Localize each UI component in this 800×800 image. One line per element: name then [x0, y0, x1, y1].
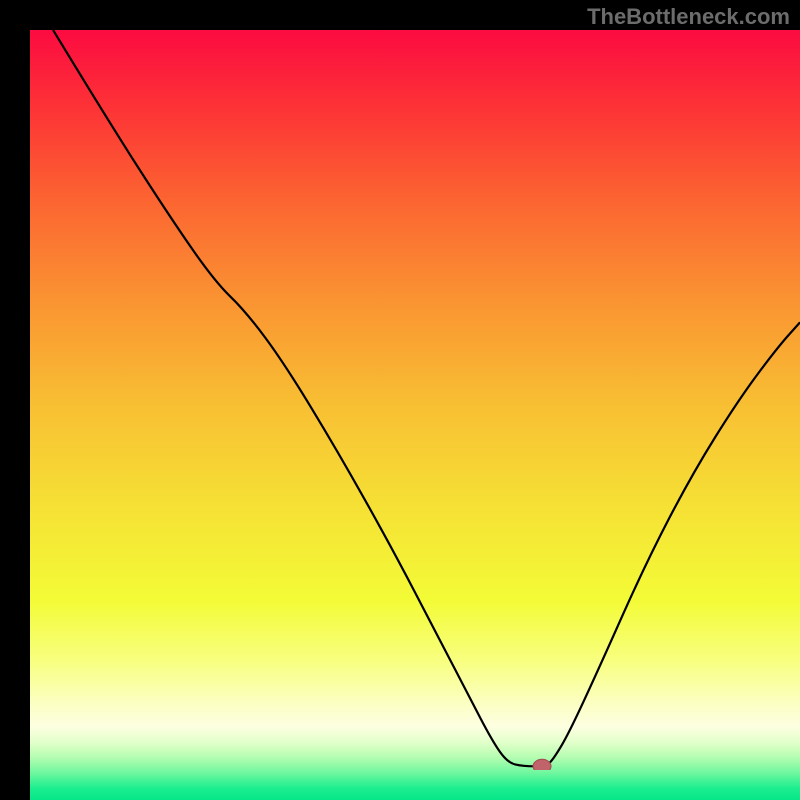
watermark-text: TheBottleneck.com: [587, 4, 790, 30]
bottleneck-curve: [30, 30, 800, 770]
optimal-point-marker: [533, 759, 551, 770]
plot-area: [30, 30, 800, 770]
chart-frame: TheBottleneck.com: [0, 0, 800, 800]
